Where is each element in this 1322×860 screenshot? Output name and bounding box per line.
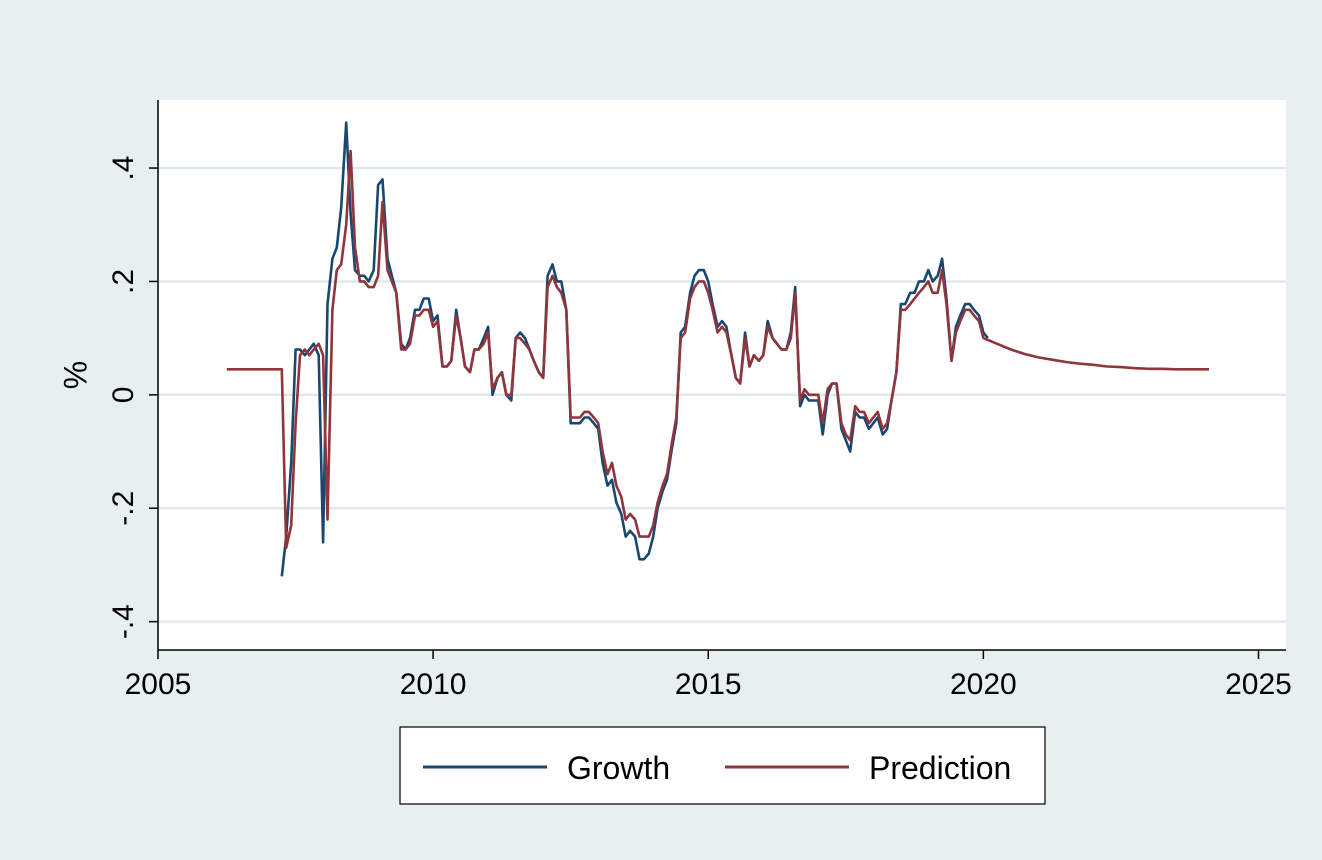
x-tick-label: 2020 — [950, 668, 1017, 701]
y-axis-title: % — [57, 361, 93, 389]
y-tick-label: .2 — [107, 269, 140, 294]
y-ticks: -.4 -.2 0 .2 .4 — [107, 156, 158, 639]
y-tick-label: -.4 — [107, 604, 140, 639]
x-tick-label: 2015 — [675, 668, 742, 701]
gridlines — [158, 166, 1286, 623]
plot-area — [158, 100, 1286, 650]
series-line-prediction — [226, 149, 1209, 550]
legend-label-growth: Growth — [567, 750, 670, 786]
y-tick-label: -.2 — [107, 491, 140, 526]
series-lines — [226, 121, 1209, 577]
legend: Growth Prediction — [399, 726, 1046, 805]
y-tick-label: .4 — [107, 156, 140, 181]
x-tick-label: 2010 — [400, 668, 467, 701]
y-tick-label: 0 — [107, 387, 140, 404]
legend-label-prediction: Prediction — [869, 750, 1011, 786]
x-tick-label: 2025 — [1225, 668, 1292, 701]
x-tick-label: 2005 — [125, 668, 192, 701]
x-ticks: 2005 2010 2015 2020 2025 — [125, 650, 1292, 701]
